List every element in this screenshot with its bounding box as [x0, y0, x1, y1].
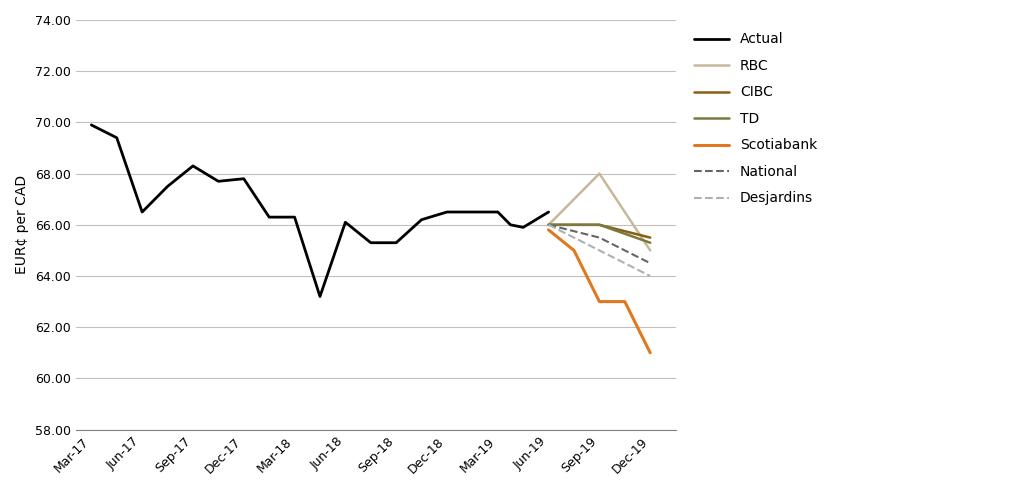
- CIBC: [593, 222, 605, 228]
- Actual: [136, 209, 148, 215]
- Line: National: National: [549, 225, 650, 263]
- Scotiabank: [568, 247, 581, 253]
- Line: TD: TD: [549, 225, 650, 243]
- Desjardins: [543, 222, 555, 228]
- Desjardins: [644, 273, 656, 279]
- Actual: [212, 178, 224, 184]
- CIBC: [543, 222, 555, 228]
- Line: Scotiabank: Scotiabank: [549, 230, 650, 353]
- Scotiabank: [618, 299, 631, 304]
- Actual: [339, 219, 351, 225]
- Actual: [186, 163, 199, 169]
- Line: RBC: RBC: [549, 174, 650, 250]
- Actual: [416, 217, 428, 222]
- Actual: [238, 176, 250, 182]
- Actual: [263, 214, 275, 220]
- Actual: [390, 240, 402, 246]
- Scotiabank: [644, 350, 656, 356]
- Scotiabank: [593, 299, 605, 304]
- National: [543, 222, 555, 228]
- Actual: [289, 214, 301, 220]
- Actual: [543, 209, 555, 215]
- CIBC: [644, 235, 656, 241]
- RBC: [543, 222, 555, 228]
- Actual: [466, 209, 478, 215]
- Actual: [492, 209, 504, 215]
- Actual: [162, 184, 174, 190]
- RBC: [644, 247, 656, 253]
- TD: [644, 240, 656, 246]
- RBC: [593, 171, 605, 177]
- Actual: [111, 135, 123, 141]
- Line: CIBC: CIBC: [549, 225, 650, 238]
- Actual: [529, 217, 542, 222]
- Actual: [85, 122, 97, 128]
- National: [644, 260, 656, 266]
- Scotiabank: [543, 227, 555, 233]
- National: [593, 235, 605, 241]
- Actual: [505, 222, 517, 228]
- Actual: [365, 240, 377, 246]
- Desjardins: [593, 247, 605, 253]
- TD: [543, 222, 555, 228]
- Y-axis label: EUR¢ per CAD: EUR¢ per CAD: [15, 175, 29, 274]
- Actual: [313, 294, 326, 300]
- Line: Actual: Actual: [91, 125, 549, 297]
- Actual: [441, 209, 454, 215]
- Line: Desjardins: Desjardins: [549, 225, 650, 276]
- Legend: Actual, RBC, CIBC, TD, Scotiabank, National, Desjardins: Actual, RBC, CIBC, TD, Scotiabank, Natio…: [688, 27, 822, 211]
- TD: [593, 222, 605, 228]
- Actual: [517, 224, 529, 230]
